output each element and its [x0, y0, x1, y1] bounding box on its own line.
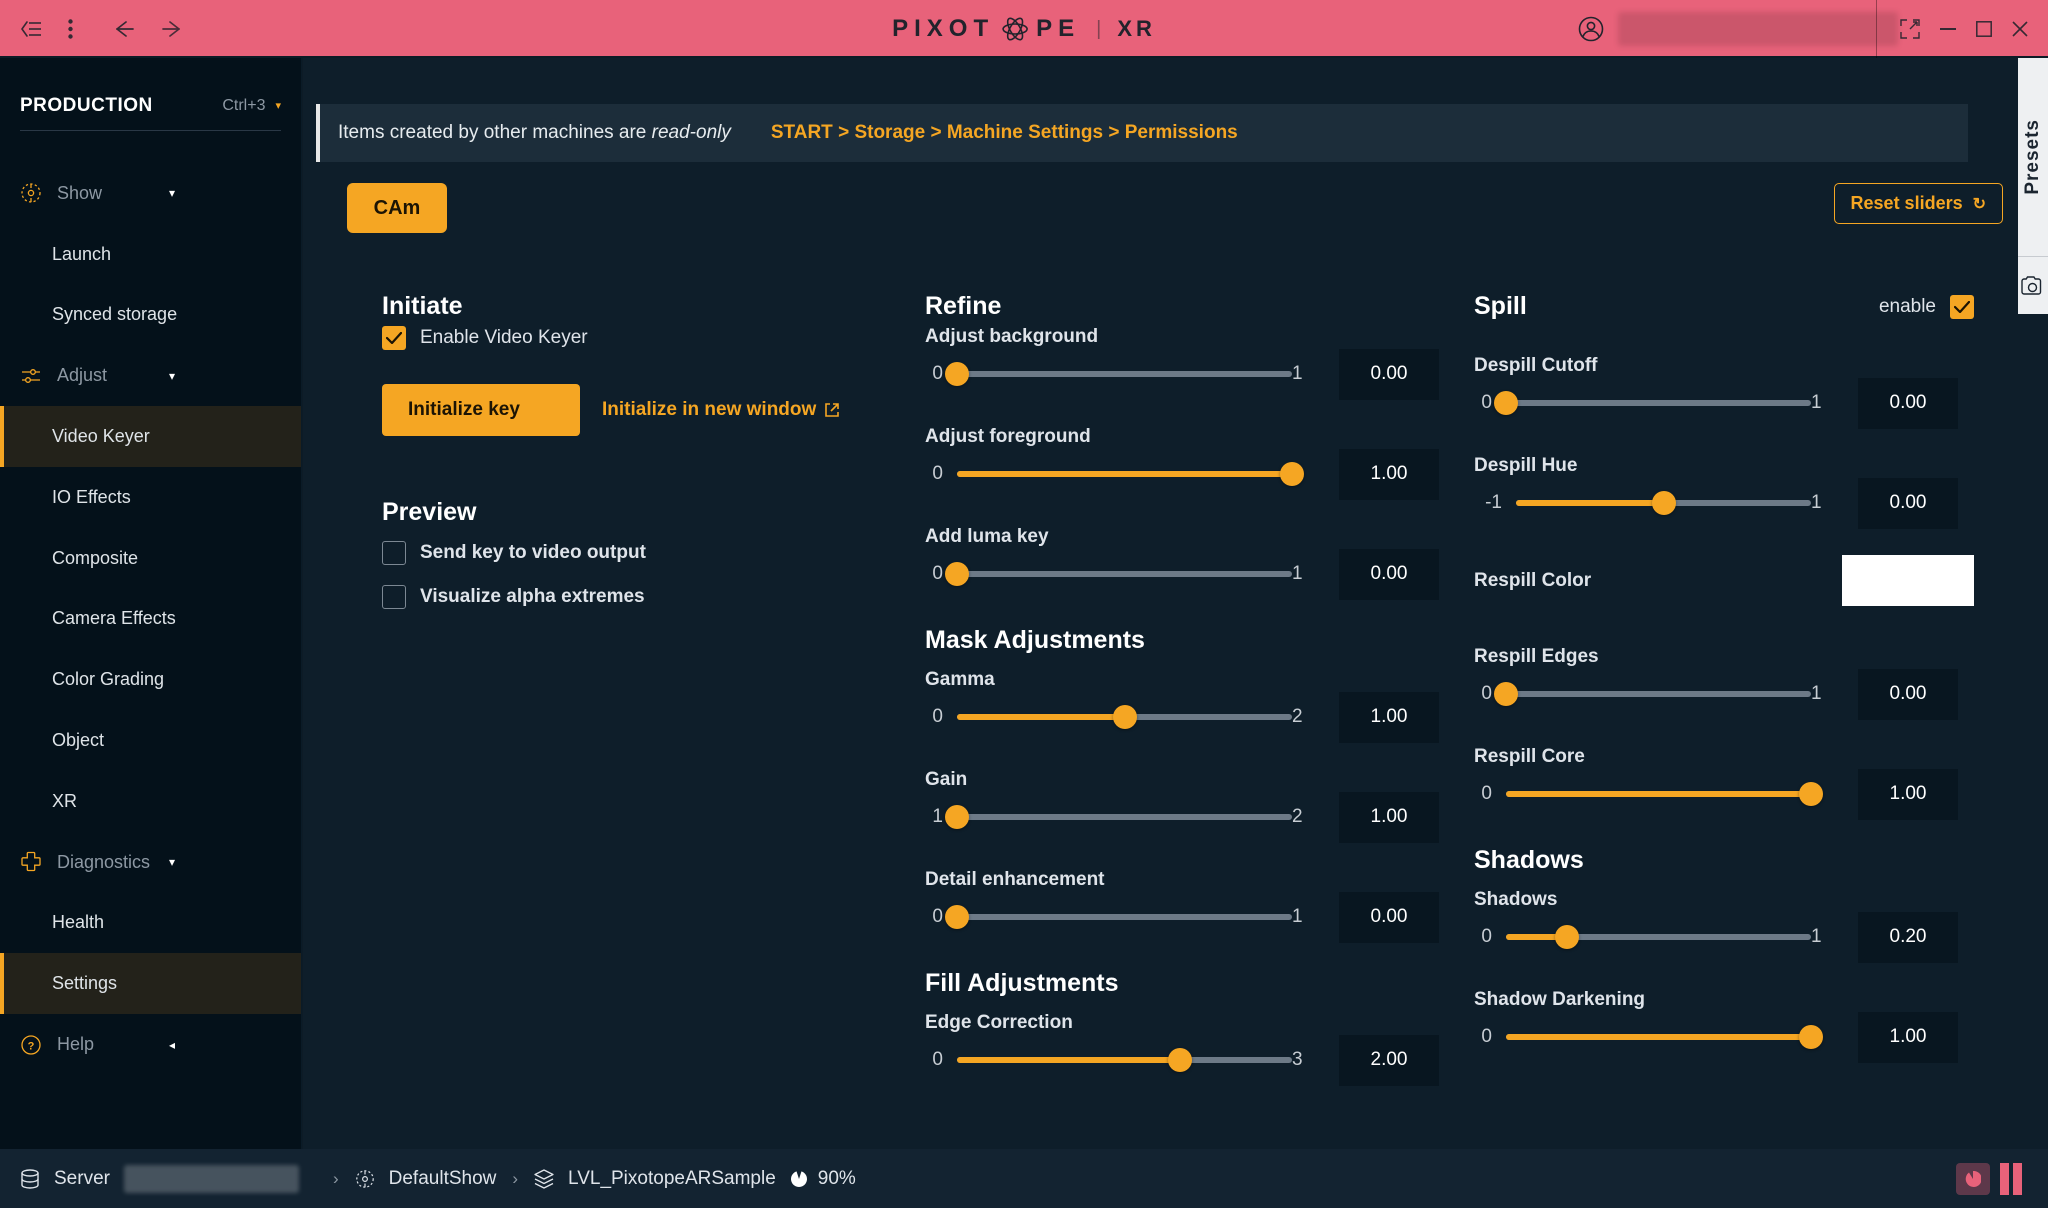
svg-text:?: ? [28, 1040, 35, 1052]
